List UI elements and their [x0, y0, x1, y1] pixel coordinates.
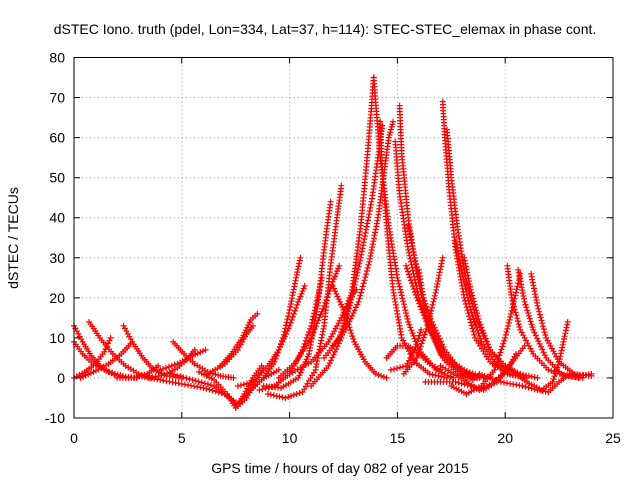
y-tick-label: 20 [49, 290, 65, 306]
data-point-marks [275, 262, 343, 381]
data-point-marks [77, 338, 136, 381]
series-arc-19 [265, 182, 345, 401]
data-point-marks [204, 322, 256, 377]
x-tick-label: 15 [390, 430, 406, 446]
plot-frame [73, 57, 614, 419]
series-arc-44 [515, 266, 582, 381]
x-tick-label: 25 [605, 430, 621, 446]
series-arc-35 [416, 266, 481, 381]
data-point-marks [217, 310, 261, 369]
data-point-marks [329, 118, 397, 349]
data-point-marks [416, 266, 481, 381]
series-arc-46 [476, 370, 595, 395]
series-arc-28 [370, 74, 457, 381]
chart-title: dSTEC Iono. truth (pdel, Lon=334, Lat=37… [54, 21, 597, 37]
series-arc-10 [157, 346, 209, 373]
axis-ticks [73, 57, 614, 419]
data-point-marks [383, 342, 444, 373]
x-tick-label: 20 [497, 430, 513, 446]
y-tick-label: -10 [45, 410, 65, 426]
x-tick-label: 10 [282, 430, 298, 446]
y-tick-label: 50 [49, 170, 65, 186]
y-tick-label: 0 [57, 370, 65, 386]
data-point-marks [476, 370, 595, 395]
data-point-marks [265, 182, 345, 401]
series-arc-47 [528, 270, 595, 379]
data-point-marks [168, 364, 267, 409]
data-point-marks [448, 270, 524, 397]
data-point-marks [515, 266, 582, 381]
y-axis-title: dSTEC / TECUs [5, 187, 21, 289]
x-axis-title: GPS time / hours of day 082 of year 2015 [211, 460, 469, 476]
data-point-marks [528, 270, 595, 379]
y-tick-label: 80 [49, 50, 65, 66]
x-tick-label: 0 [70, 430, 78, 446]
x-tick-label: 5 [178, 430, 186, 446]
grid [74, 57, 613, 418]
data-point-marks [387, 326, 425, 373]
series-arc-26 [329, 282, 390, 381]
x-tick-labels: 0 5 10 15 20 25 [70, 430, 621, 446]
series-arc-12 [168, 364, 267, 409]
series-arc-25 [329, 118, 397, 349]
data-point-marks [234, 282, 308, 389]
series-arc-42 [448, 270, 524, 397]
series-arc-05 [77, 338, 136, 381]
data-marks [71, 74, 595, 411]
series-arc-17 [234, 282, 308, 389]
series-arc-48 [383, 342, 444, 373]
data-point-marks [157, 346, 209, 373]
y-tick-label: 40 [49, 210, 65, 226]
data-point-marks [370, 74, 457, 381]
series-arc-34 [387, 326, 425, 373]
data-point-marks [329, 282, 390, 381]
series-arc-14 [217, 310, 261, 369]
y-tick-labels: -10 0 10 20 30 40 50 60 70 80 [45, 50, 65, 427]
y-tick-label: 10 [49, 330, 65, 346]
y-tick-label: 30 [49, 250, 65, 266]
y-tick-label: 70 [49, 90, 65, 106]
series-arc-21 [275, 262, 343, 381]
series-arc-15 [204, 322, 256, 377]
y-tick-label: 60 [49, 130, 65, 146]
